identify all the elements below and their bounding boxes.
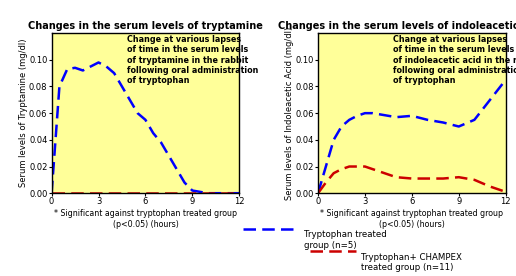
X-axis label: * Significant against tryptophan treated group
(p<0.05) (hours): * Significant against tryptophan treated… [320,209,504,229]
Text: Change at various lapses
of time in the serum levels
of indoleacetic acid in the: Change at various lapses of time in the … [393,35,516,85]
Text: Change at various lapses
of time in the serum levels
of tryptamine in the rabbit: Change at various lapses of time in the … [126,35,258,85]
Y-axis label: Serum levels of Tryptamine (mg/dl): Serum levels of Tryptamine (mg/dl) [19,39,27,187]
Title: Changes in the serum levels of indoleacetic acid: Changes in the serum levels of indoleace… [279,21,516,31]
Text: Tryptophan treated
group (n=5): Tryptophan treated group (n=5) [304,230,387,250]
X-axis label: * Significant against tryptophan treated group
(p<0.05) (hours): * Significant against tryptophan treated… [54,209,237,229]
Y-axis label: Serum levels of Indoleacetic Acid (mg/dl): Serum levels of Indoleacetic Acid (mg/dl… [285,26,294,200]
Text: Tryptophan+ CHAMPEX
treated group (n=11): Tryptophan+ CHAMPEX treated group (n=11) [361,253,462,272]
Title: Changes in the serum levels of tryptamine: Changes in the serum levels of tryptamin… [28,21,263,31]
